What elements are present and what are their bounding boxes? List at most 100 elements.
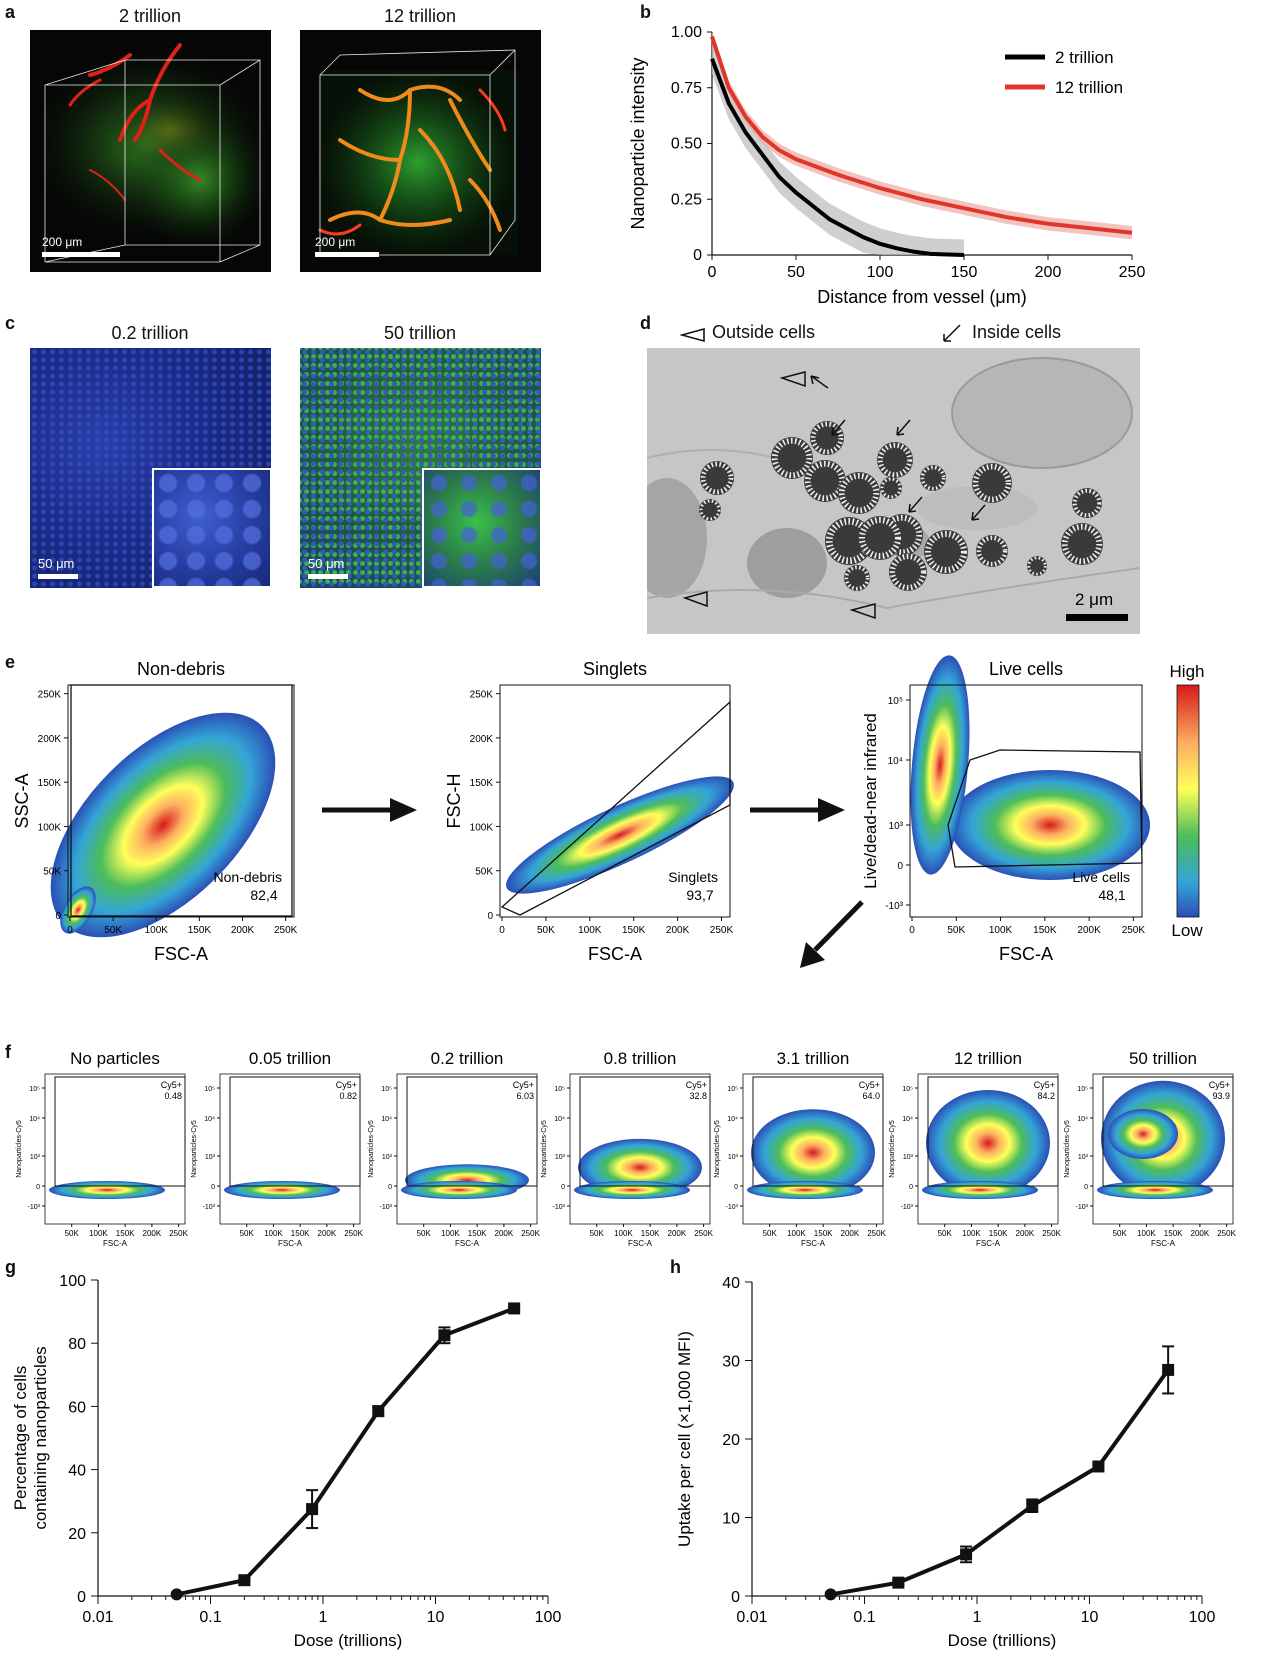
x-tick-label: 250K xyxy=(1042,1229,1061,1238)
x-tick-label: 250K xyxy=(694,1229,713,1238)
y-tick-label: 30 xyxy=(722,1354,740,1371)
x-tick-label: 250K xyxy=(1122,925,1146,936)
x-tick-label: 150K xyxy=(641,1229,660,1238)
density-cloud xyxy=(926,1090,1050,1196)
x-axis-title: Distance from vessel (μm) xyxy=(817,287,1026,307)
plot-title: 3.1 trillion xyxy=(777,1049,850,1068)
scale-bar-label: 200 μm xyxy=(42,235,83,249)
gate-value: 0.82 xyxy=(339,1091,357,1101)
y-tick-label: -10³ xyxy=(380,1204,393,1211)
x-tick-label: 200K xyxy=(1191,1229,1210,1238)
y-tick-label: 10⁵ xyxy=(204,1086,215,1093)
legend-inside-cells: Inside cells xyxy=(972,322,1062,342)
x-tick-label: 50K xyxy=(537,925,555,936)
plot-frame xyxy=(569,1073,711,1225)
y-tick-label: 10⁴ xyxy=(381,1116,392,1123)
plot-frame xyxy=(67,684,295,918)
gate-value: 93,7 xyxy=(686,887,713,903)
y-tick-label: 10³ xyxy=(205,1154,216,1161)
x-tick-label: 50 xyxy=(787,264,805,281)
panel-f-label: f xyxy=(5,1042,11,1062)
plot-frame xyxy=(499,684,731,918)
data-point xyxy=(824,1588,837,1601)
x-tick-label: 150K xyxy=(1164,1229,1183,1238)
x-tick-label: 200K xyxy=(231,925,255,936)
panel-a-label: a xyxy=(5,2,16,22)
x-tick-label: 150K xyxy=(291,1229,310,1238)
data-point xyxy=(306,1503,319,1516)
y-tick-label: 10⁴ xyxy=(29,1116,40,1123)
density-cloud xyxy=(950,770,1150,880)
y-axis-title: Nanoparticles-Cy5 xyxy=(714,1120,721,1178)
x-tick-label: 100K xyxy=(264,1229,283,1238)
inset-zoom xyxy=(152,468,271,588)
y-tick-label: 10⁴ xyxy=(888,756,903,767)
y-tick-label: 80 xyxy=(68,1336,86,1353)
y-tick-label: 200K xyxy=(470,734,494,745)
panel-e-label: e xyxy=(5,652,16,672)
x-axis-title: FSC-A xyxy=(154,944,208,964)
data-point xyxy=(372,1405,385,1418)
granule-speckle xyxy=(924,530,968,574)
x-tick-label: 0 xyxy=(708,264,717,281)
x-tick-label: 50K xyxy=(65,1229,80,1238)
x-axis-title: FSC-A xyxy=(103,1239,128,1248)
gate-value: 93.9 xyxy=(1212,1091,1230,1101)
x-tick-label: 250K xyxy=(344,1229,363,1238)
data-point xyxy=(508,1302,521,1315)
y-tick-label: 50K xyxy=(475,867,493,878)
x-axis-title: FSC-A xyxy=(801,1239,826,1248)
x-tick-label: 0.1 xyxy=(853,1609,875,1626)
plot-title: 0.8 trillion xyxy=(604,1049,677,1068)
y-tick-label: 10⁵ xyxy=(381,1086,392,1093)
y-tick-label: 0 xyxy=(897,861,903,872)
plot-title: Singlets xyxy=(583,659,647,679)
x-tick-label: 100K xyxy=(89,1229,108,1238)
data-point xyxy=(1026,1499,1039,1512)
inside-cells-arrow-icon xyxy=(943,324,961,342)
gate-label: Cy5+ xyxy=(161,1080,182,1090)
panel-c-label: c xyxy=(5,313,16,333)
colorbar-high-label: High xyxy=(1170,662,1205,681)
y-tick-label: 150K xyxy=(38,778,62,789)
gate-value: 48,1 xyxy=(1098,887,1125,903)
granule-speckle xyxy=(771,437,813,479)
data-point xyxy=(1092,1460,1105,1473)
gate-label: Cy5+ xyxy=(513,1080,534,1090)
x-axis-title: FSC-A xyxy=(278,1239,303,1248)
y-tick-label: 50K xyxy=(43,867,61,878)
y-tick-label: 0 xyxy=(77,1589,86,1606)
granule-speckle xyxy=(844,565,870,591)
x-tick-label: 50K xyxy=(947,925,965,936)
x-tick-label: 100K xyxy=(787,1229,806,1238)
series-line xyxy=(176,1306,515,1597)
x-tick-label: 1 xyxy=(319,1609,328,1626)
plot-frame xyxy=(1092,1073,1234,1225)
y-tick-label: -10³ xyxy=(553,1204,566,1211)
granule-speckle xyxy=(877,442,913,478)
y-tick-label: 100K xyxy=(470,822,494,833)
gate-label: Cy5+ xyxy=(336,1080,357,1090)
density-band-negative xyxy=(49,1181,165,1199)
y-tick-label: 0.50 xyxy=(671,136,702,153)
x-axis-title: FSC-A xyxy=(999,944,1053,964)
x-tick-label: 100 xyxy=(1189,1609,1216,1626)
x-axis-title: FSC-A xyxy=(588,944,642,964)
y-tick-label: 60 xyxy=(68,1399,86,1416)
granule-speckle xyxy=(972,463,1012,503)
y-tick-label: 10⁵ xyxy=(902,1086,913,1093)
x-tick-label: 50K xyxy=(938,1229,953,1238)
x-axis-title: Dose (trillions) xyxy=(294,1631,403,1650)
legend-label: 12 trillion xyxy=(1055,78,1123,97)
chart-b-intensity-vs-distance: 0 50 100 150 200 250 0 0.25 0.50 0.75 1.00 Distance… xyxy=(628,24,1145,307)
panel-c-title-2: 50 trillion xyxy=(383,323,457,343)
panel-b-label: b xyxy=(640,2,651,22)
data-point xyxy=(170,1588,183,1601)
x-tick-label: 200K xyxy=(143,1229,162,1238)
y-axis-title: Nanoparticles-Cy5 xyxy=(889,1120,896,1178)
arrow-head-icon xyxy=(800,942,825,968)
plot-title: Live cells xyxy=(989,659,1063,679)
y-tick-label: 40 xyxy=(722,1275,740,1292)
y-tick-label: 10⁴ xyxy=(727,1116,738,1123)
y-tick-label: 0 xyxy=(36,1184,40,1191)
